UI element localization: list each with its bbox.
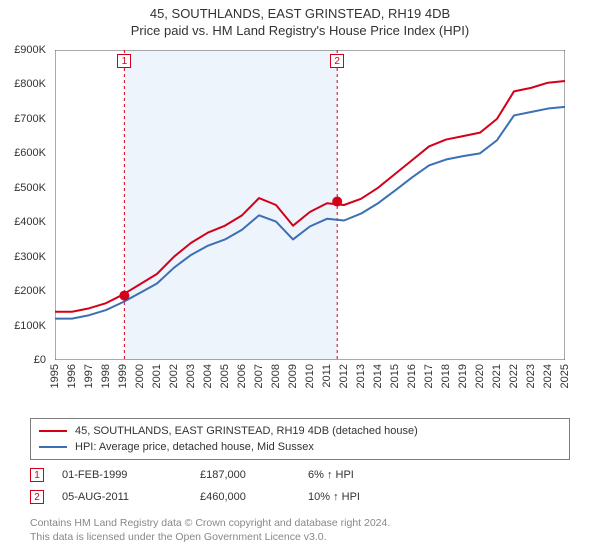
legend-label: 45, SOUTHLANDS, EAST GRINSTEAD, RH19 4DB… [75,423,418,439]
legend-swatch [39,430,67,432]
event-price: £460,000 [200,491,290,503]
x-tick-label: 2012 [338,364,350,388]
footer-line-1: Contains HM Land Registry data © Crown c… [30,516,570,530]
x-tick-label: 2005 [219,364,231,388]
x-tick-label: 2013 [355,364,367,388]
x-tick-label: 2023 [525,364,537,388]
y-axis-ticks: £0£100K£200K£300K£400K£500K£600K£700K£80… [0,50,50,360]
x-tick-label: 1996 [66,364,78,388]
x-tick-label: 2018 [440,364,452,388]
y-tick-label: £900K [14,44,46,56]
x-tick-label: 2016 [406,364,418,388]
title-line-2: Price paid vs. HM Land Registry's House … [0,23,600,38]
x-tick-label: 2006 [236,364,248,388]
y-tick-label: £500K [14,182,46,194]
legend-row: 45, SOUTHLANDS, EAST GRINSTEAD, RH19 4DB… [39,423,561,439]
event-marker-box: 2 [330,54,344,68]
event-delta: 10% ↑ HPI [308,491,398,503]
title-line-1: 45, SOUTHLANDS, EAST GRINSTEAD, RH19 4DB [0,6,600,21]
x-tick-label: 2017 [423,364,435,388]
y-tick-label: £100K [14,320,46,332]
y-tick-label: £400K [14,216,46,228]
footer-line-2: This data is licensed under the Open Gov… [30,530,570,544]
x-tick-label: 2020 [474,364,486,388]
x-tick-label: 2002 [168,364,180,388]
event-row: 2 05-AUG-2011 £460,000 10% ↑ HPI [30,486,570,508]
event-marker-box: 1 [117,54,131,68]
x-tick-label: 1997 [83,364,95,388]
event-index-box: 1 [30,468,44,482]
y-tick-label: £0 [34,354,46,366]
legend-label: HPI: Average price, detached house, Mid … [75,439,314,455]
line-chart [55,50,565,360]
x-tick-label: 1999 [117,364,129,388]
x-tick-label: 2015 [389,364,401,388]
y-tick-label: £800K [14,78,46,90]
x-tick-label: 2014 [372,364,384,388]
x-tick-label: 2007 [253,364,265,388]
x-tick-label: 2000 [134,364,146,388]
chart-area: 12 [55,50,565,360]
x-tick-label: 2025 [559,364,571,388]
x-axis-ticks: 1995199619971998199920002001200220032004… [55,364,565,414]
event-row: 1 01-FEB-1999 £187,000 6% ↑ HPI [30,464,570,486]
legend-box: 45, SOUTHLANDS, EAST GRINSTEAD, RH19 4DB… [30,418,570,460]
figure-root: 45, SOUTHLANDS, EAST GRINSTEAD, RH19 4DB… [0,0,600,560]
x-tick-label: 2021 [491,364,503,388]
event-date: 01-FEB-1999 [62,469,182,481]
events-table: 1 01-FEB-1999 £187,000 6% ↑ HPI 2 05-AUG-2011… [30,464,570,508]
title-block: 45, SOUTHLANDS, EAST GRINSTEAD, RH19 4DB… [0,0,600,38]
x-tick-label: 1998 [100,364,112,388]
x-tick-label: 2011 [321,364,333,388]
x-tick-label: 2019 [457,364,469,388]
y-tick-label: £700K [14,113,46,125]
x-tick-label: 2003 [185,364,197,388]
event-date: 05-AUG-2011 [62,491,182,503]
y-tick-label: £600K [14,147,46,159]
legend-row: HPI: Average price, detached house, Mid … [39,439,561,455]
event-delta: 6% ↑ HPI [308,469,398,481]
footer-attribution: Contains HM Land Registry data © Crown c… [30,516,570,544]
event-price: £187,000 [200,469,290,481]
x-tick-label: 2004 [202,364,214,388]
legend-swatch [39,446,67,448]
x-tick-label: 2008 [270,364,282,388]
y-tick-label: £200K [14,285,46,297]
x-tick-label: 2009 [287,364,299,388]
event-index-box: 2 [30,490,44,504]
x-tick-label: 2024 [542,364,554,388]
x-tick-label: 2001 [151,364,163,388]
x-tick-label: 2022 [508,364,520,388]
x-tick-label: 1995 [49,364,61,388]
x-tick-label: 2010 [304,364,316,388]
y-tick-label: £300K [14,251,46,263]
